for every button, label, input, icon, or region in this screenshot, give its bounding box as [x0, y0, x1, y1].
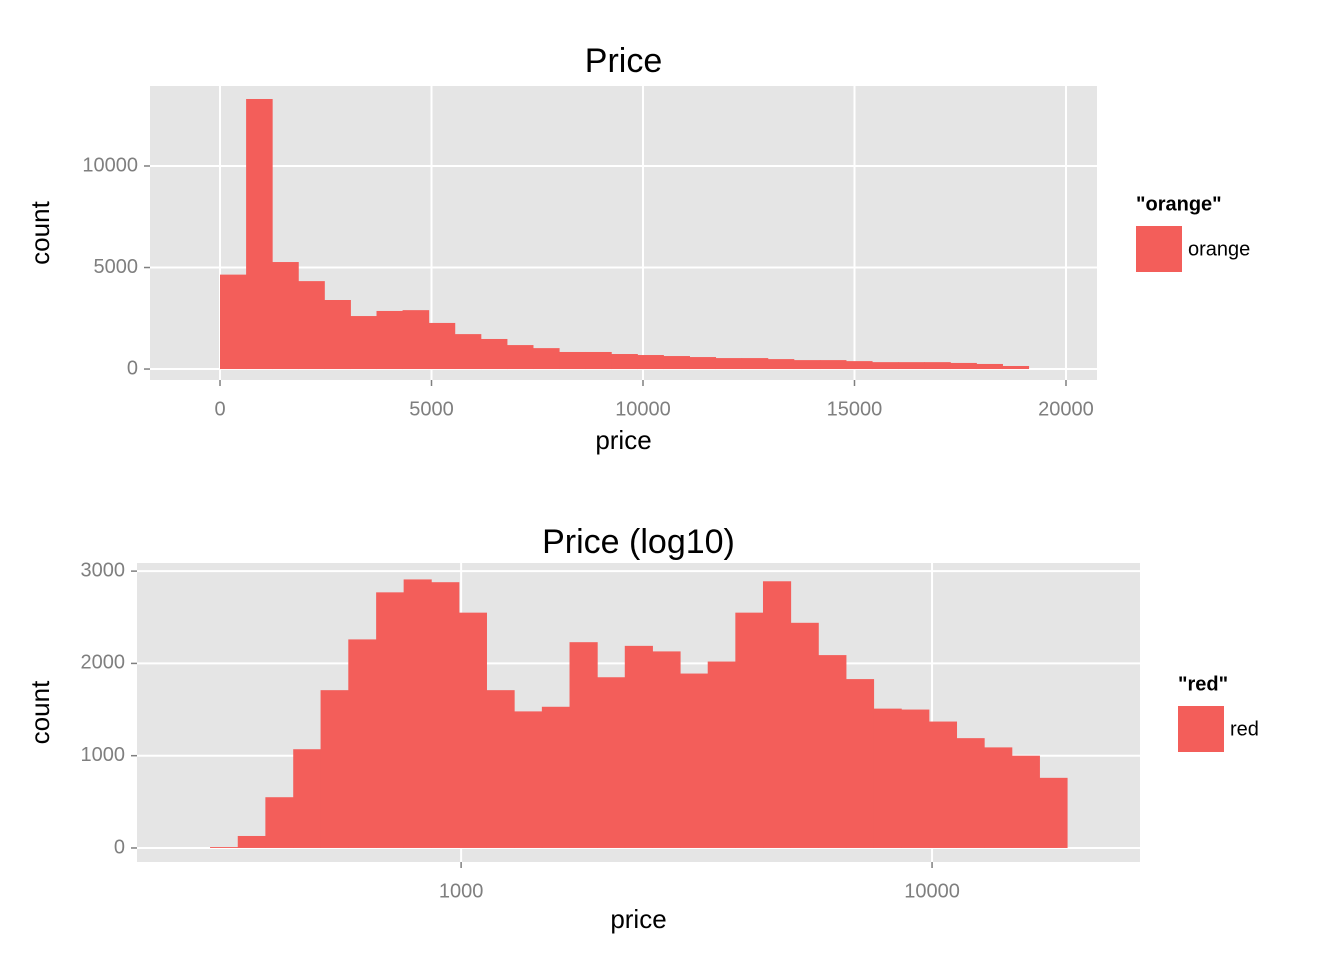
bar — [293, 749, 322, 848]
chart-title: Price (log10) — [542, 523, 735, 561]
y-tick-label: 0 — [114, 836, 125, 858]
y-tick-label: 3000 — [81, 559, 126, 581]
legend-label: orange — [1188, 238, 1250, 260]
bar — [873, 708, 902, 848]
bar — [790, 622, 819, 848]
bar — [480, 338, 508, 370]
bar — [210, 847, 239, 848]
bar — [376, 592, 405, 848]
bar — [532, 348, 560, 370]
bar — [431, 582, 460, 848]
y-tick-label: 1000 — [81, 744, 126, 766]
bar — [762, 581, 792, 848]
bar — [272, 262, 299, 370]
x-tick-label: 0 — [214, 398, 225, 420]
bar — [898, 362, 925, 370]
bar — [793, 360, 821, 370]
bar — [767, 359, 795, 370]
bar — [348, 639, 377, 848]
bar — [637, 355, 664, 370]
bar — [569, 642, 598, 848]
x-tick-label: 10000 — [615, 398, 671, 420]
x-tick-label: 20000 — [1038, 398, 1094, 420]
bar — [220, 274, 247, 370]
bar — [559, 351, 586, 370]
y-tick-label: 2000 — [81, 652, 126, 674]
x-tick-label: 10000 — [904, 880, 960, 902]
bar — [715, 358, 743, 370]
bar — [901, 709, 930, 848]
x-axis-label: price — [610, 904, 666, 934]
bar — [320, 690, 349, 848]
legend-title: "orange" — [1136, 193, 1222, 215]
bar — [741, 358, 769, 370]
x-tick-label: 5000 — [409, 398, 454, 420]
bar — [680, 673, 709, 848]
bar — [265, 797, 294, 848]
bar — [376, 310, 404, 370]
legend-label: red — [1230, 718, 1259, 740]
y-axis-label: count — [25, 200, 55, 264]
y-axis-label: count — [25, 680, 55, 744]
bar — [298, 281, 325, 370]
bar — [611, 354, 638, 370]
bar — [514, 711, 543, 848]
bar — [984, 747, 1013, 848]
x-axis-label: price — [595, 425, 651, 455]
bar — [428, 322, 456, 370]
x-tick-label: 15000 — [827, 398, 883, 420]
bar — [652, 651, 681, 848]
legend-title: "red" — [1178, 673, 1228, 695]
bar — [1002, 365, 1030, 370]
bar — [845, 361, 873, 370]
chart-title: Price — [585, 42, 662, 80]
bar — [585, 351, 612, 370]
x-tick-label: 1000 — [439, 880, 484, 902]
bar — [541, 706, 571, 848]
bar — [246, 98, 273, 370]
bar — [735, 612, 764, 848]
bar — [402, 310, 430, 370]
bar — [1011, 755, 1040, 848]
bar — [454, 334, 482, 370]
bar — [956, 738, 985, 848]
bar — [486, 690, 515, 848]
bar — [624, 645, 653, 848]
bar — [819, 360, 847, 370]
bar — [707, 661, 736, 848]
bar — [350, 316, 378, 370]
bar — [928, 721, 958, 848]
bar — [324, 300, 351, 370]
bar — [976, 363, 1003, 370]
y-tick-label: 10000 — [82, 154, 138, 176]
bar — [845, 679, 875, 848]
legend-swatch — [1136, 226, 1182, 272]
bar — [872, 362, 899, 370]
bar — [818, 655, 847, 848]
legend-swatch — [1178, 706, 1224, 752]
y-tick-label: 0 — [127, 357, 138, 379]
bar — [689, 357, 717, 370]
bar — [403, 579, 432, 848]
bar — [663, 356, 690, 370]
bar — [458, 612, 487, 848]
y-tick-label: 5000 — [94, 256, 139, 278]
bar — [924, 362, 951, 370]
bar — [237, 835, 266, 848]
bar — [950, 362, 977, 370]
bar — [1039, 777, 1068, 848]
bar — [597, 677, 626, 848]
bar — [506, 345, 534, 370]
